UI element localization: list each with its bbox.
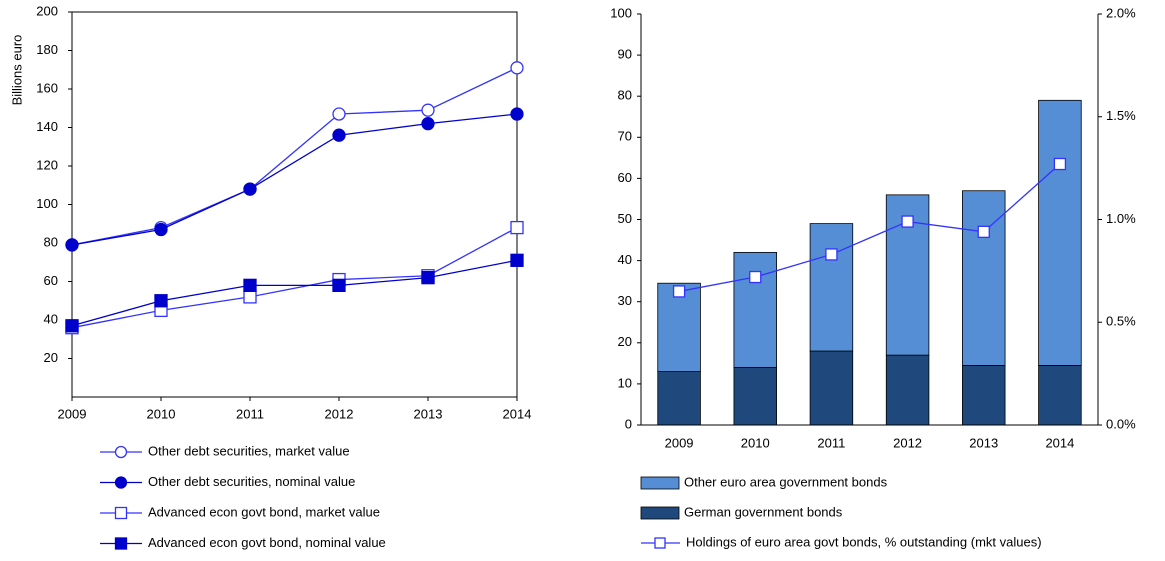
y-tick-label: 100 [610,5,632,20]
marker [510,61,524,75]
x-tick-label: 2011 [817,435,845,450]
marker [825,248,838,261]
series-line [71,259,518,327]
y-tick-label: 0 [625,416,632,431]
legend-label: Other debt securities, market value [148,443,350,458]
y-tick-label: 90 [618,47,632,62]
bar [962,365,1006,426]
y-tick-label: 160 [36,80,58,95]
y-tick-label: 20 [44,350,58,365]
legend-label: Other debt securities, nominal value [148,474,355,489]
y-tick-label: 80 [618,88,632,103]
x-tick-label: 2014 [1045,435,1074,450]
bar [885,354,930,426]
y-tick-label: 40 [44,311,58,326]
marker [243,182,257,196]
legend-label: Other euro area government bonds [684,474,888,489]
x-tick-label: 2011 [236,406,264,421]
x-tick-label: 2014 [503,406,532,421]
marker [154,294,168,308]
legend-swatch [640,506,680,520]
y2-tick-label: 1.0% [1106,211,1136,226]
legend-marker [114,476,128,489]
y-tick-label: 70 [618,129,632,144]
marker [510,107,524,121]
bar [809,350,854,426]
series-line [71,67,518,246]
marker [421,117,435,131]
y2-tick-label: 0.5% [1106,314,1136,329]
x-tick-label: 2009 [58,406,87,421]
x-tick-label: 2009 [665,435,694,450]
bar [657,371,701,426]
marker [901,215,914,228]
bar [962,190,1006,366]
series-line [71,113,518,246]
bar [1038,99,1082,366]
marker [65,319,79,333]
legend-label: Advanced econ govt bond, market value [148,504,380,519]
marker [243,278,257,293]
bar [733,367,777,426]
y2-tick-label: 1.5% [1106,108,1136,123]
legend-swatch [640,476,680,490]
marker [332,278,346,293]
x-tick-label: 2012 [893,435,922,450]
marker [65,238,79,252]
marker [510,220,524,235]
legend-label: Advanced econ govt bond, nominal value [148,535,386,550]
series-line [678,163,1061,293]
y-tick-label: 200 [36,3,58,18]
series-line [71,227,518,329]
marker [510,253,524,267]
y-tick-label: 20 [618,334,632,349]
x-tick-label: 2013 [414,406,443,421]
marker [672,285,686,298]
bar [657,282,701,372]
y-axis-title: Billions euro [9,35,24,106]
legend-label: Holdings of euro area govt bonds, % outs… [686,534,1042,549]
legend-marker [654,537,666,549]
marker [1053,157,1067,171]
y-tick-label: 40 [618,252,632,267]
y-tick-label: 120 [36,157,58,172]
legend-marker [114,445,128,459]
legend-label: German government bonds [684,504,843,519]
y2-tick-label: 0.0% [1106,416,1136,431]
y-tick-label: 100 [36,196,58,211]
y-tick-label: 60 [618,170,632,185]
bar [809,223,854,352]
y-tick-label: 50 [618,211,632,226]
x-tick-label: 2013 [969,435,998,450]
y-tick-label: 180 [36,42,58,57]
marker [977,225,990,238]
marker [749,270,762,284]
x-tick-label: 2012 [325,406,354,421]
y-tick-label: 80 [44,234,58,249]
y-tick-label: 140 [36,119,58,134]
bar [1038,365,1082,426]
legend-marker [114,506,128,520]
marker [243,290,257,304]
marker [332,128,346,142]
y-tick-label: 60 [44,273,58,288]
legend-marker [114,537,128,550]
marker [421,270,435,285]
plot-frame [71,11,518,398]
y2-tick-label: 2.0% [1106,5,1136,20]
marker [332,107,346,121]
marker [421,103,435,117]
marker [154,222,168,237]
y-tick-label: 10 [618,375,632,390]
x-tick-label: 2010 [147,406,176,421]
bar [733,251,777,368]
x-tick-label: 2010 [741,435,770,450]
y-tick-label: 30 [618,293,632,308]
